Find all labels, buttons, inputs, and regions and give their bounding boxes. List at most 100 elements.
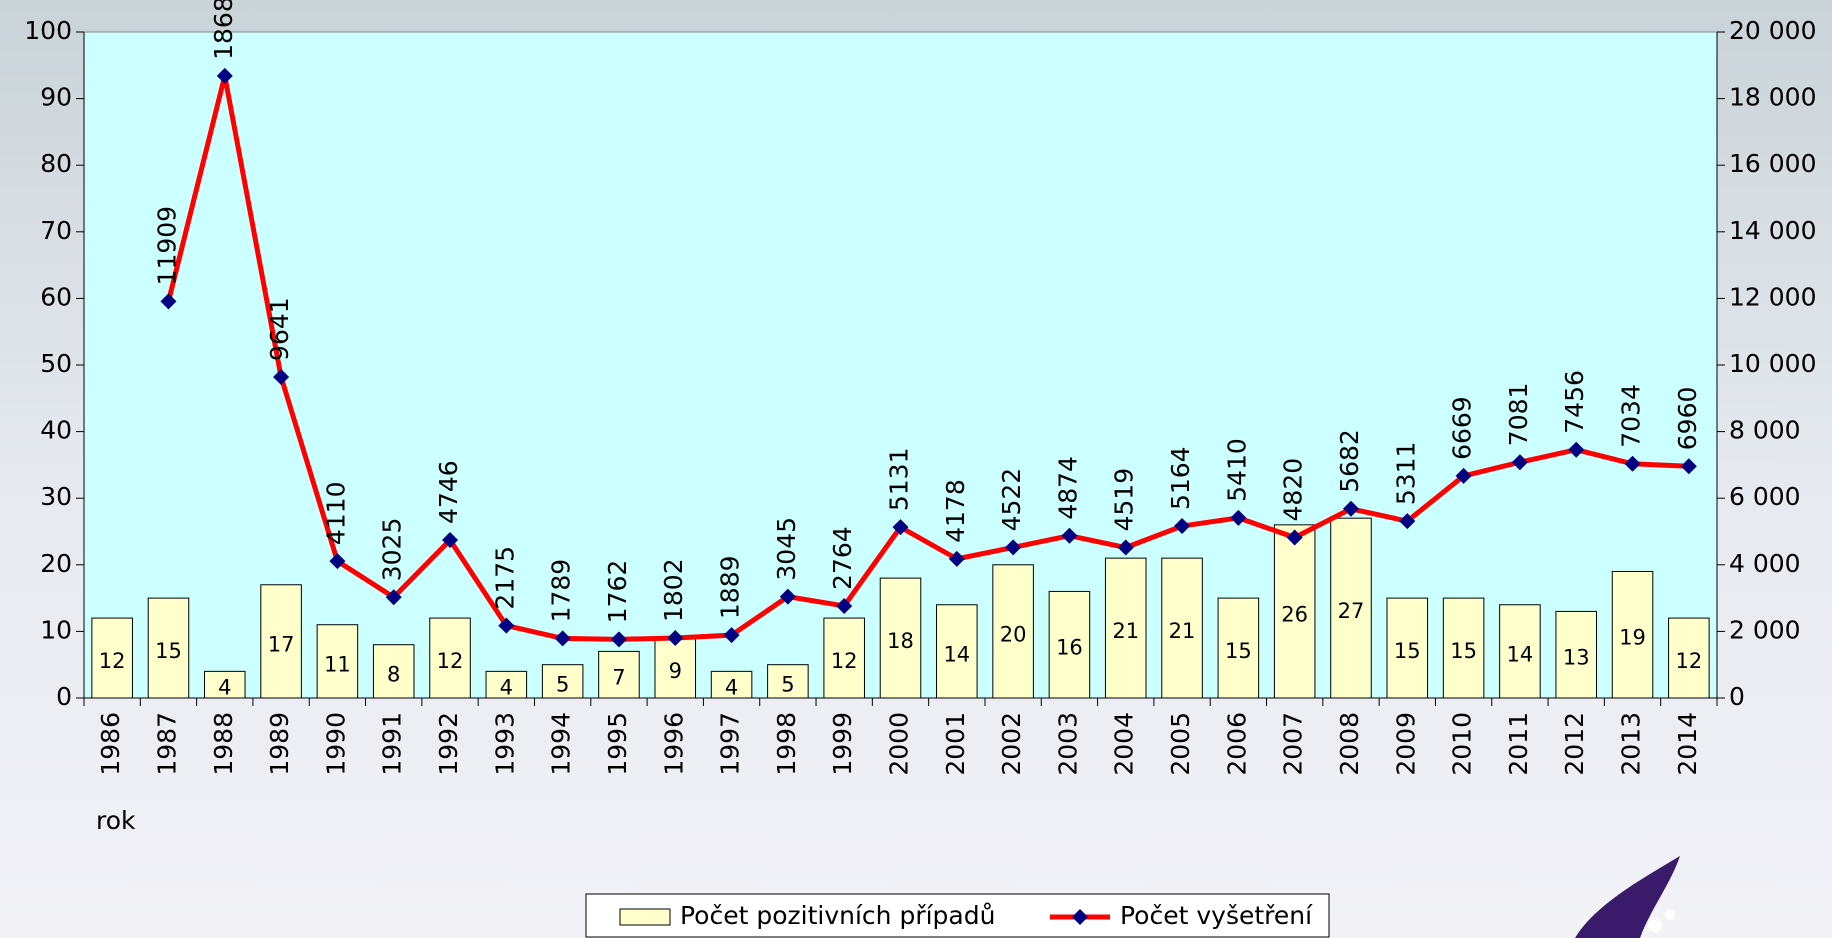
line-value-label: 6669: [1448, 396, 1477, 460]
legend-box: [585, 893, 1330, 938]
marker: [1624, 455, 1641, 472]
x-tick-label: 1989: [265, 712, 294, 776]
bar: [1048, 590, 1091, 699]
x-tick-label: 1996: [659, 712, 688, 776]
bar-value-label: 12: [1675, 649, 1702, 673]
marker: [1061, 527, 1078, 544]
y-tick-label: 10: [40, 615, 72, 644]
line-value-label: 2764: [828, 526, 857, 590]
bar: [1273, 524, 1316, 699]
y-tick-label: 20: [40, 549, 72, 578]
line-value-label: 9641: [265, 297, 294, 361]
bar-value-label: 5: [781, 672, 794, 696]
bar-value-label: 18: [887, 629, 914, 653]
x-tick-label: 1991: [378, 712, 407, 776]
bar-value-label: 14: [1507, 642, 1534, 666]
marker: [554, 630, 571, 647]
bar-value-label: 15: [1394, 639, 1421, 663]
line-value-label: 4820: [1279, 458, 1308, 522]
bar: [485, 670, 528, 699]
line: [166, 73, 1689, 642]
bar: [1217, 597, 1260, 699]
marker: [948, 550, 965, 567]
legend: Počet pozitivních případů Počet vyšetření: [585, 893, 1330, 938]
x-tick-label: 2000: [885, 712, 914, 776]
marker: [1342, 500, 1359, 517]
y-tick-label: 80: [40, 149, 72, 178]
line-value-label: 1762: [603, 560, 632, 624]
bar: [992, 564, 1034, 699]
line-value-label: 7081: [1504, 383, 1533, 447]
x-tick-label: 1999: [828, 712, 857, 776]
line-value-label: 7034: [1617, 384, 1646, 448]
bar: [541, 664, 584, 699]
bar: [823, 617, 865, 699]
x-tick-label: 1988: [209, 712, 238, 776]
x-tick-label: 2008: [1335, 712, 1364, 776]
legend-label: Počet vyšetření: [1120, 901, 1313, 930]
marker: [779, 588, 796, 605]
marker: [610, 631, 627, 648]
bar-value-label: 26: [1281, 602, 1308, 626]
bar-value-label: 21: [1169, 619, 1196, 643]
y-tick-label: 100: [24, 16, 72, 45]
bar-value-label: 14: [943, 642, 970, 666]
x-tick-label: 2007: [1279, 712, 1308, 776]
legend-swatch: [619, 908, 671, 926]
bar-value-label: 4: [725, 676, 738, 700]
y-tick-label: 50: [40, 349, 72, 378]
bar-value-label: 11: [324, 652, 351, 676]
bar: [260, 584, 302, 699]
bar: [654, 637, 697, 699]
bar-value-label: 4: [218, 676, 231, 700]
line-value-label: 2175: [490, 546, 519, 610]
y-tick-label: 90: [40, 83, 72, 112]
line-value-label: 3025: [378, 518, 407, 582]
bar: [429, 617, 471, 699]
x-tick-label: 2006: [1222, 712, 1251, 776]
x-tick-label: 2013: [1617, 712, 1646, 776]
marker: [1230, 509, 1247, 526]
y-tick-label: 30: [40, 482, 72, 511]
bar-value-label: 8: [387, 662, 400, 686]
bar: [1442, 597, 1485, 699]
y2-tick-label: 2 000: [1729, 615, 1801, 644]
bar-value-label: 5: [556, 672, 569, 696]
bar: [1161, 557, 1203, 699]
bar-value-label: 9: [669, 659, 682, 683]
bar-value-label: 16: [1056, 636, 1083, 660]
x-tick-label: 2001: [941, 712, 970, 776]
bar-value-label: 19: [1619, 626, 1646, 650]
x-axis-label: rok: [96, 806, 136, 835]
bar: [1555, 610, 1597, 699]
line-value-label: 4110: [321, 482, 350, 546]
legend-label: Počet pozitivních případů: [680, 901, 995, 930]
x-tick-label: 1990: [321, 712, 350, 776]
x-tick-label: 2009: [1391, 712, 1420, 776]
bar: [1386, 597, 1429, 699]
x-tick-label: 2002: [997, 712, 1026, 776]
line-value-label: 11909: [152, 206, 181, 286]
line-value-label: 4522: [997, 468, 1026, 532]
bar-value-label: 7: [612, 666, 625, 690]
x-tick-label: 2014: [1673, 712, 1702, 776]
bar: [879, 577, 922, 699]
x-tick-label: 2010: [1448, 712, 1477, 776]
bar-value-label: 27: [1338, 599, 1365, 623]
bar-value-label: 15: [1225, 639, 1252, 663]
marker: [1005, 539, 1022, 556]
marker: [723, 627, 740, 644]
y-tick-label: 70: [40, 216, 72, 245]
y2-tick-label: 20 000: [1729, 16, 1816, 45]
line-value-label: 4519: [1110, 468, 1139, 532]
bar-value-label: 12: [437, 649, 464, 673]
y2-tick-label: 16 000: [1729, 149, 1816, 178]
marker: [160, 293, 177, 310]
bar: [316, 624, 359, 699]
x-tick-label: 1987: [152, 712, 181, 776]
bar-value-label: 13: [1563, 646, 1590, 670]
marker: [1117, 539, 1134, 556]
line-value-label: 4746: [434, 460, 463, 524]
marker: [1174, 518, 1191, 535]
